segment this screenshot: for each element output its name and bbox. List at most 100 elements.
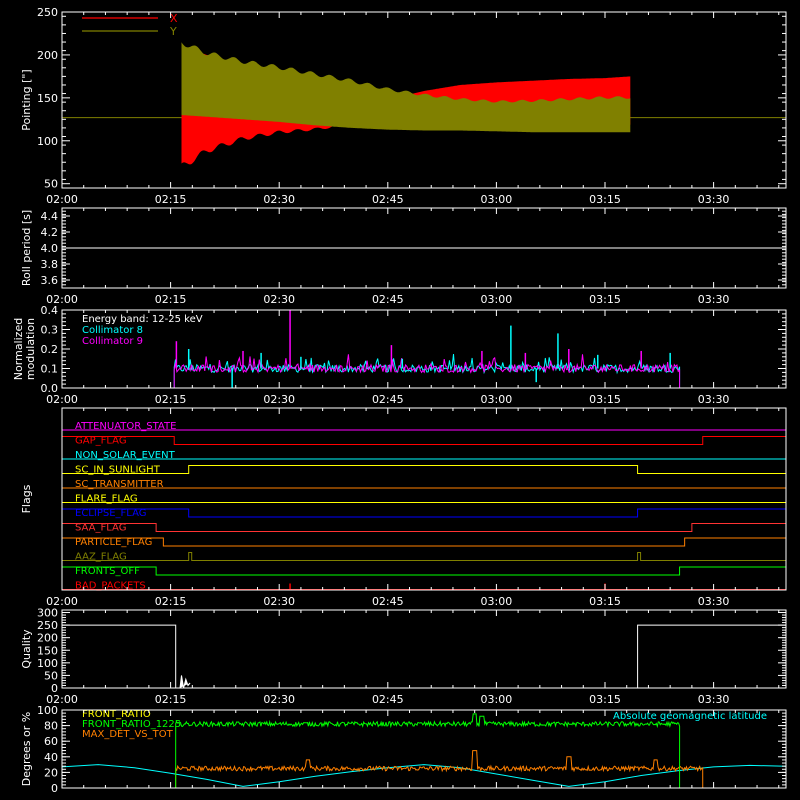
y-axis-label: Roll period [s] <box>20 210 33 286</box>
y-tick-label: 0 <box>51 682 58 695</box>
y-tick-label: 3.6 <box>41 274 59 287</box>
x-tick-label: 03:00 <box>481 393 513 406</box>
flag-label: FRONTS_OFF <box>75 566 140 577</box>
y-tick-label: 50 <box>44 669 58 682</box>
flag-label: SC_TRANSMITTER <box>75 479 164 490</box>
collimator-9-series <box>173 354 681 389</box>
x-tick-label: 03:00 <box>481 293 513 306</box>
x-tick-label: 02:45 <box>372 393 404 406</box>
y-tick-label: 4.4 <box>41 210 59 223</box>
x-tick-label: 02:00 <box>46 595 78 608</box>
flag-label: ECLIPSE_FLAG <box>75 508 146 519</box>
y-tick-label: 250 <box>37 619 58 632</box>
x-tick-label: 03:15 <box>589 193 621 206</box>
panel-pointing: 50 100 150 200 250 Pointing ["] XY 02:00 02:15 02… <box>20 6 787 206</box>
flag-trace-particle-flag <box>62 537 786 547</box>
y-tick-label: 3.8 <box>41 258 59 271</box>
x-tick-label: 03:00 <box>481 193 513 206</box>
y-tick-label: 0.1 <box>41 363 59 376</box>
quality-trace <box>637 624 786 688</box>
x-tick-label: 02:30 <box>263 595 295 608</box>
panel-frame <box>61 709 787 789</box>
y-tick-label: 150 <box>37 644 58 657</box>
y-axis-label: Degrees or % <box>20 712 33 786</box>
x-tick-label: 03:30 <box>698 393 730 406</box>
y-tick-label: 20 <box>44 766 58 779</box>
flag-trace-eclipse-flag <box>62 508 786 518</box>
x-tick-label: 03:15 <box>589 293 621 306</box>
x-tick-label: 02:45 <box>372 193 404 206</box>
x-tick-label: 03:15 <box>589 393 621 406</box>
panel-flags: ATTENUATOR_STATE GAP_FLAG NON_SOLAR_EVENT S… <box>20 407 787 608</box>
panel-frame <box>61 309 787 389</box>
x-tick-label: 03:00 <box>481 595 513 608</box>
x-tick-label: 02:00 <box>46 393 78 406</box>
flag-label: NON_SOLAR_EVENT <box>75 450 176 461</box>
panel-frame <box>61 407 787 591</box>
y-tick-label: 60 <box>44 735 58 748</box>
x-tick-label: 02:45 <box>372 293 404 306</box>
flag-label: BAD_PACKETS <box>75 581 146 592</box>
legend-label: X <box>170 12 178 25</box>
y-tick-label: 80 <box>44 720 58 733</box>
y-axis-label: Quality <box>20 629 33 669</box>
flag-label: SC_IN_SUNLIGHT <box>75 465 161 476</box>
y-axis-label: Pointing ["] <box>20 69 33 130</box>
y-tick-label: 4.0 <box>41 242 59 255</box>
modulation-annotation: Collimator 9 <box>82 336 143 347</box>
x-tick-label: 02:15 <box>155 595 187 608</box>
y-axis-label: Flags <box>20 484 33 513</box>
y-tick-label: 100 <box>37 704 58 717</box>
panel-roll: 3.6 3.8 4.0 4.2 4.4 Roll period [s] 02:00 02:15… <box>20 207 787 306</box>
x-tick-label: 02:15 <box>155 193 187 206</box>
legend-label: MAX_DET_VS_TOT <box>82 729 174 740</box>
y-axis-label: Normalized <box>12 318 25 380</box>
x-tick-label: 02:45 <box>372 595 404 608</box>
flag-trace-saa-flag <box>62 523 786 532</box>
legend-label: FRONT_RATIO_1225 <box>82 719 181 730</box>
x-tick-label: 02:30 <box>263 393 295 406</box>
flag-label: PARTICLE_FLAG <box>75 537 152 548</box>
series-y-envelope <box>181 42 631 133</box>
x-tick-label: 03:30 <box>698 595 730 608</box>
panel-frame <box>61 207 787 289</box>
y-tick-label: 100 <box>37 135 58 148</box>
flag-label: GAP_FLAG <box>75 436 127 447</box>
x-tick-label: 02:00 <box>46 193 78 206</box>
x-tick-label: 02:30 <box>263 693 295 706</box>
y-tick-label: 200 <box>37 49 58 62</box>
y-axis-label: modulation <box>24 318 37 380</box>
panel-frame <box>61 609 787 689</box>
y-tick-label: 200 <box>37 632 58 645</box>
geomagnetic-latitude-line <box>61 764 787 787</box>
x-tick-label: 03:30 <box>698 693 730 706</box>
modulation-annotation: Collimator 8 <box>82 325 143 336</box>
x-tick-label: 02:30 <box>263 193 295 206</box>
y-tick-label: 300 <box>37 607 58 620</box>
x-tick-label: 02:15 <box>155 293 187 306</box>
y-tick-label: 0.0 <box>41 382 59 395</box>
latitude-label: Absolute geomagnetic latitude <box>613 711 767 722</box>
y-tick-label: 100 <box>37 657 58 670</box>
x-tick-label: 02:15 <box>155 393 187 406</box>
quality-trace <box>62 624 177 688</box>
y-tick-label: 50 <box>44 178 58 191</box>
panel-frame <box>61 11 787 189</box>
y-tick-label: 0.3 <box>41 324 59 337</box>
flag-trace-fronts-off <box>62 566 786 576</box>
flag-trace-sc-in-sunlight <box>62 465 786 474</box>
flag-trace-aaz-flag <box>62 552 786 561</box>
flag-label: SAA_FLAG <box>75 523 126 534</box>
legend-label: FRONT_RATIO <box>82 709 151 720</box>
flag-label: AAZ_FLAG <box>75 552 127 563</box>
quality-burst <box>179 675 191 689</box>
collimator-8-series <box>173 353 681 389</box>
y-tick-label: 250 <box>37 6 58 19</box>
x-tick-label: 03:00 <box>481 693 513 706</box>
x-tick-label: 02:00 <box>46 693 78 706</box>
y-tick-label: 4.2 <box>41 226 59 239</box>
y-tick-label: 40 <box>44 751 58 764</box>
x-tick-label: 02:45 <box>372 693 404 706</box>
